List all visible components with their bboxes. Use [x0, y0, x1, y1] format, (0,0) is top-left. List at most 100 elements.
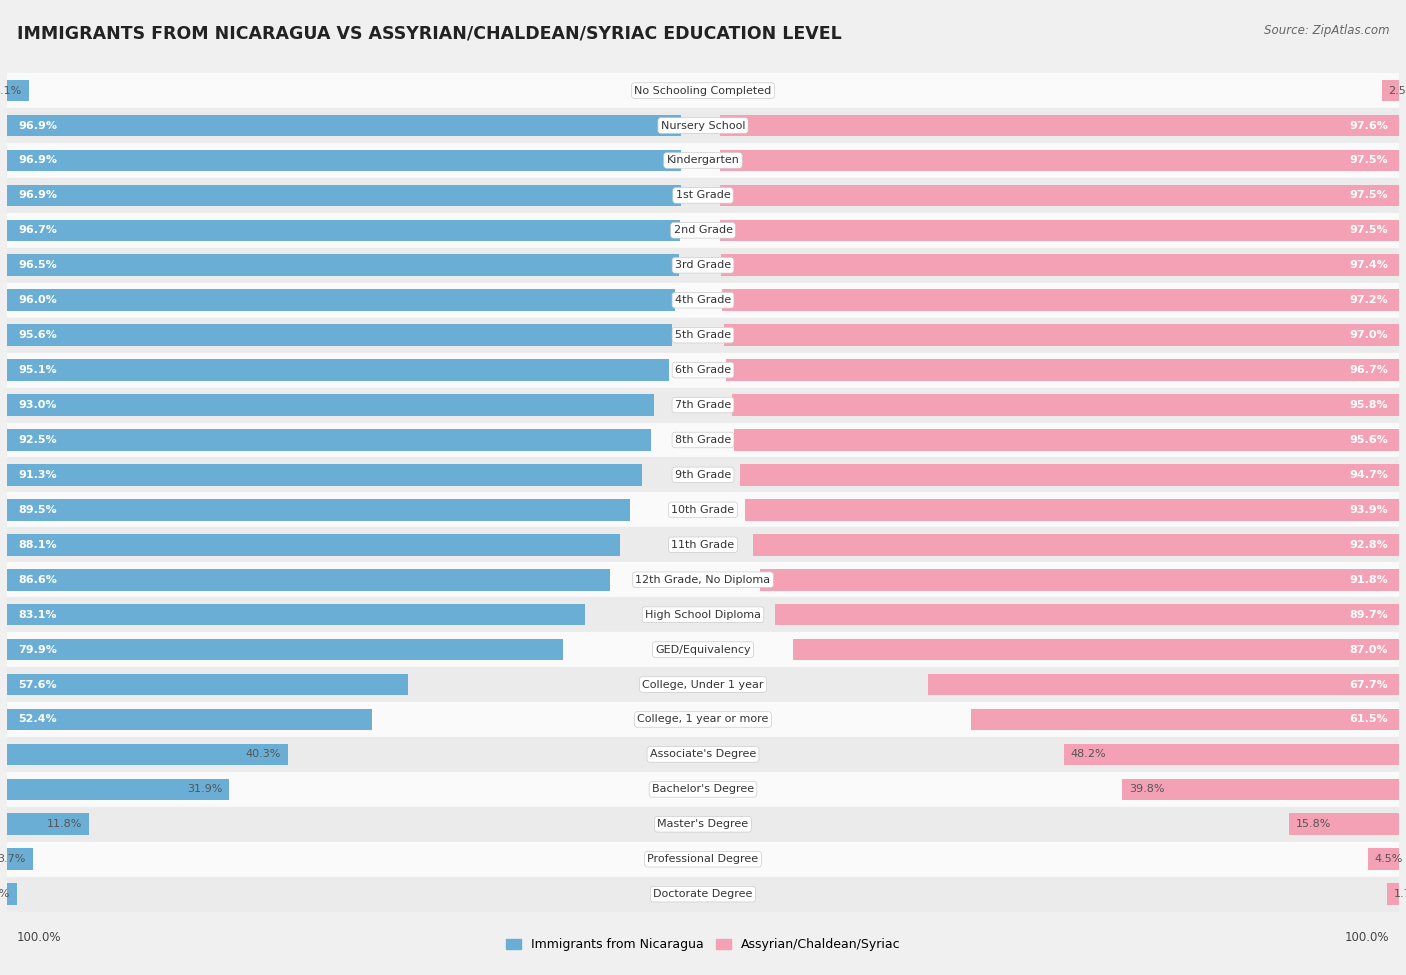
Bar — [7, 80, 28, 101]
Bar — [7, 290, 675, 311]
Bar — [7, 149, 682, 172]
Bar — [7, 848, 32, 870]
Bar — [7, 597, 1399, 632]
Bar — [7, 219, 681, 241]
Text: 96.9%: 96.9% — [18, 121, 58, 131]
Text: 93.9%: 93.9% — [1350, 505, 1388, 515]
Bar — [7, 568, 610, 591]
Text: No Schooling Completed: No Schooling Completed — [634, 86, 772, 96]
Bar — [7, 499, 630, 521]
Bar — [7, 457, 1399, 492]
Bar — [775, 604, 1399, 626]
Text: 96.7%: 96.7% — [1348, 365, 1388, 375]
Text: Source: ZipAtlas.com: Source: ZipAtlas.com — [1264, 24, 1389, 37]
Bar — [7, 143, 1399, 177]
Text: College, Under 1 year: College, Under 1 year — [643, 680, 763, 689]
Bar — [7, 744, 287, 765]
Text: 94.7%: 94.7% — [1348, 470, 1388, 480]
Text: 97.4%: 97.4% — [1348, 260, 1388, 270]
Text: 15.8%: 15.8% — [1296, 819, 1331, 830]
Text: Associate's Degree: Associate's Degree — [650, 750, 756, 760]
Bar — [754, 534, 1399, 556]
Bar — [7, 709, 371, 730]
Text: 100.0%: 100.0% — [17, 931, 62, 944]
Bar — [724, 325, 1399, 346]
Text: 11.8%: 11.8% — [46, 819, 82, 830]
Text: 96.0%: 96.0% — [18, 295, 56, 305]
Text: 40.3%: 40.3% — [245, 750, 281, 760]
Text: 97.5%: 97.5% — [1350, 155, 1388, 166]
Text: 95.6%: 95.6% — [1350, 435, 1388, 445]
Bar — [7, 283, 1399, 318]
Text: 97.0%: 97.0% — [1350, 331, 1388, 340]
Bar — [7, 604, 585, 626]
Text: 8th Grade: 8th Grade — [675, 435, 731, 445]
Text: GED/Equivalency: GED/Equivalency — [655, 644, 751, 654]
Bar — [1122, 778, 1399, 800]
Text: 96.5%: 96.5% — [18, 260, 56, 270]
Text: 11th Grade: 11th Grade — [672, 540, 734, 550]
Bar — [1368, 848, 1399, 870]
Text: 97.2%: 97.2% — [1350, 295, 1388, 305]
Bar — [7, 778, 229, 800]
Bar — [1063, 744, 1399, 765]
Bar — [7, 737, 1399, 772]
Text: 87.0%: 87.0% — [1350, 644, 1388, 654]
Text: 1.7%: 1.7% — [1395, 889, 1406, 899]
Bar — [7, 325, 672, 346]
Text: 1st Grade: 1st Grade — [676, 190, 730, 201]
Bar — [7, 492, 1399, 527]
Text: 93.0%: 93.0% — [18, 400, 56, 410]
Text: 89.7%: 89.7% — [1350, 609, 1388, 620]
Text: 79.9%: 79.9% — [18, 644, 58, 654]
Text: Kindergarten: Kindergarten — [666, 155, 740, 166]
Bar — [7, 177, 1399, 213]
Text: Bachelor's Degree: Bachelor's Degree — [652, 784, 754, 795]
Text: 95.8%: 95.8% — [1350, 400, 1388, 410]
Text: 10th Grade: 10th Grade — [672, 505, 734, 515]
Bar — [7, 108, 1399, 143]
Bar — [928, 674, 1399, 695]
Text: 5th Grade: 5th Grade — [675, 331, 731, 340]
Text: Doctorate Degree: Doctorate Degree — [654, 889, 752, 899]
Text: 91.8%: 91.8% — [1350, 574, 1388, 585]
Text: 31.9%: 31.9% — [187, 784, 222, 795]
Bar — [7, 115, 682, 137]
Text: 89.5%: 89.5% — [18, 505, 56, 515]
Bar — [7, 632, 1399, 667]
Bar — [7, 702, 1399, 737]
Text: 4.5%: 4.5% — [1375, 854, 1403, 864]
Bar — [1382, 80, 1399, 101]
Bar — [7, 184, 682, 207]
Text: 88.1%: 88.1% — [18, 540, 56, 550]
Text: 83.1%: 83.1% — [18, 609, 56, 620]
Bar — [7, 527, 1399, 563]
Legend: Immigrants from Nicaragua, Assyrian/Chaldean/Syriac: Immigrants from Nicaragua, Assyrian/Chal… — [506, 939, 900, 952]
Bar — [7, 318, 1399, 353]
Bar — [7, 772, 1399, 807]
Bar — [793, 639, 1399, 660]
Bar — [7, 534, 620, 556]
Bar — [7, 387, 1399, 422]
Bar — [720, 149, 1399, 172]
Bar — [7, 877, 1399, 912]
Text: 48.2%: 48.2% — [1070, 750, 1107, 760]
Bar — [720, 184, 1399, 207]
Bar — [1289, 813, 1399, 836]
Text: Professional Degree: Professional Degree — [647, 854, 759, 864]
Bar — [734, 429, 1399, 450]
Bar — [745, 499, 1399, 521]
Bar — [7, 73, 1399, 108]
Bar — [7, 639, 564, 660]
Bar — [7, 422, 1399, 457]
Text: 96.9%: 96.9% — [18, 190, 58, 201]
Text: 2.5%: 2.5% — [1389, 86, 1406, 96]
Text: College, 1 year or more: College, 1 year or more — [637, 715, 769, 724]
Bar — [723, 290, 1399, 311]
Bar — [7, 359, 669, 381]
Text: 86.6%: 86.6% — [18, 574, 58, 585]
Bar — [7, 667, 1399, 702]
Text: 6th Grade: 6th Grade — [675, 365, 731, 375]
Bar — [721, 254, 1399, 276]
Text: 91.3%: 91.3% — [18, 470, 56, 480]
